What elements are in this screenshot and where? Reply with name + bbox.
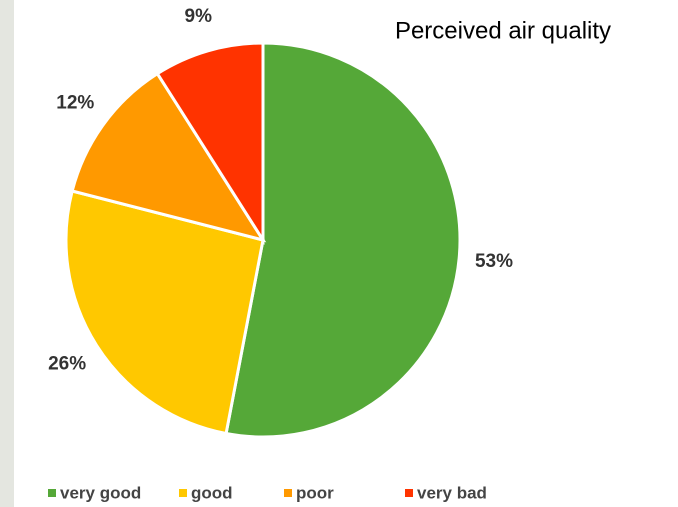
legend-swatch — [48, 489, 56, 497]
legend-label: very good — [60, 483, 141, 502]
legend-swatch — [284, 489, 292, 497]
legend-swatch — [405, 489, 413, 497]
map-edge — [0, 0, 14, 507]
legend-label: good — [191, 483, 233, 502]
legend-label: very bad — [417, 483, 487, 502]
data-label: 26% — [48, 353, 86, 374]
legend-label: poor — [296, 483, 334, 502]
legend-swatch — [179, 489, 187, 497]
pie-slice — [64, 189, 265, 436]
pie-slice — [70, 71, 267, 243]
pie-slice — [155, 41, 265, 246]
data-label: 9% — [185, 6, 213, 27]
chart-title: Perceived air quality — [395, 17, 611, 44]
data-label: 12% — [56, 93, 94, 114]
pie-slice — [224, 41, 462, 439]
data-label: 53% — [475, 251, 513, 272]
